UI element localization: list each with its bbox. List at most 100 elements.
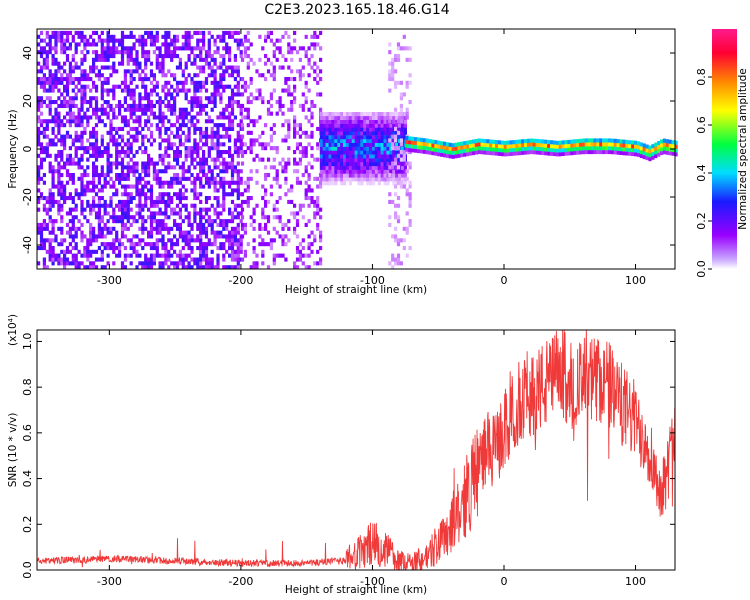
spectrogram-cell [178, 111, 182, 116]
spectrogram-cell [97, 257, 101, 262]
spectrogram-cell [340, 154, 344, 159]
spectrogram-cell [210, 73, 214, 78]
spectrogram-cell [654, 142, 658, 147]
spectrogram-cell [126, 153, 130, 158]
spectrogram-cell [123, 46, 127, 51]
spectrogram-cell [204, 96, 209, 101]
spectrogram-cell [284, 138, 288, 143]
spectrogram-cell [144, 180, 148, 185]
spectrogram-cell [243, 188, 247, 193]
spectrogram-cell [37, 173, 41, 178]
spectrogram-cell [51, 80, 55, 85]
spectrogram-cell [164, 180, 168, 185]
spectrogram-cell [120, 207, 125, 212]
spectrogram-cell [74, 257, 78, 262]
spectrogram-cell [403, 123, 407, 128]
spectrogram-cell [366, 177, 370, 182]
spectrogram-cell [149, 42, 154, 47]
spectrogram-cell [207, 242, 211, 247]
spectrogram-cell [175, 253, 180, 258]
spectrogram-cell [213, 130, 217, 135]
spectrogram-cell [167, 215, 171, 220]
spectrogram-cell [190, 238, 194, 243]
spectrogram-cell [173, 222, 177, 227]
spectrogram-cell [249, 138, 253, 143]
spectrogram-cell [552, 152, 557, 157]
spectrogram-cell [80, 203, 84, 208]
spectrogram-cell [167, 100, 171, 105]
spectrogram-cell [581, 142, 586, 147]
spectrogram-cell [92, 65, 96, 70]
spectrogram-cell [193, 80, 197, 85]
spectrogram-cell [304, 153, 308, 158]
spectrogram-cell [219, 111, 223, 116]
spectrogram-cell [399, 96, 403, 101]
spectrogram-cell [170, 253, 174, 258]
spectrogram-cell [196, 30, 200, 35]
spectrogram-cell [97, 215, 101, 220]
spectrogram-cell [295, 265, 300, 270]
spectrogram-cell [228, 57, 232, 62]
spectrogram-cell [118, 253, 122, 258]
spectrogram-cell [230, 230, 235, 235]
spectrogram-cell [100, 134, 104, 139]
spectrogram-cell [408, 100, 412, 105]
spectrogram-cell [135, 65, 139, 70]
spectrogram-cell [322, 146, 326, 151]
spectrogram-cell [207, 153, 211, 158]
spectrogram-cell [246, 176, 250, 181]
spectrogram-cell [86, 238, 90, 243]
spectrogram-cell [199, 57, 203, 62]
spectrogram-cell [51, 61, 55, 66]
spectrogram-cell [71, 257, 75, 262]
spectrogram-cell [532, 142, 536, 147]
spectrogram-cell [100, 184, 104, 189]
spectrogram-cell [547, 143, 551, 148]
spectrogram-cell [269, 126, 273, 131]
spectrogram-cell [222, 46, 226, 51]
spectrogram-cell [225, 192, 229, 197]
spectrogram-cell [216, 134, 220, 139]
spectrogram-cell [45, 196, 49, 201]
spectrogram-cell [233, 257, 237, 262]
spectrogram-cell [394, 107, 398, 112]
spectrogram-cell [141, 42, 145, 47]
spectrogram-cell [389, 127, 393, 132]
spectrogram-cell [233, 84, 237, 89]
spectrogram-cell [118, 150, 122, 155]
spectrogram-cell [118, 180, 122, 185]
spectrogram-cell [132, 69, 136, 74]
spectrogram-cell [648, 153, 652, 158]
spectrogram-cell [272, 77, 276, 82]
spectrogram-cell [178, 61, 182, 66]
spectrogram-cell [132, 165, 136, 170]
spectrogram-cell [213, 77, 217, 82]
spectrogram-cell [383, 142, 387, 147]
spectrogram-cell [394, 80, 398, 85]
spectrogram-cell [264, 165, 268, 170]
spectrogram-cell [325, 169, 329, 174]
spectrogram-cell [236, 69, 240, 74]
spectrogram-cell [115, 38, 119, 43]
spectrogram-cell [357, 115, 361, 120]
spectrogram-cell [269, 134, 273, 139]
spectrogram-cell [295, 69, 300, 74]
spectrogram-cell [369, 146, 373, 151]
spectrogram-cell [236, 103, 240, 108]
spectrogram-cell [480, 150, 484, 155]
spectrogram-cell [45, 34, 49, 39]
spectrogram-cell [129, 57, 133, 62]
spectrogram-cell [239, 246, 243, 251]
spectrogram-cell [152, 173, 156, 178]
spectrogram-cell [216, 234, 220, 239]
spectrogram-cell [474, 146, 478, 151]
spectrogram-cell [322, 158, 326, 163]
spectrogram-cell [222, 84, 226, 89]
spectrogram-cell [233, 150, 237, 155]
spectrogram-cell [60, 119, 64, 124]
spectrogram-cell [391, 253, 395, 258]
spectrogram-cell [190, 100, 194, 105]
spectrogram-cell [115, 253, 119, 258]
spectrogram-cell [290, 199, 294, 204]
spectrogram-cell [403, 162, 407, 167]
